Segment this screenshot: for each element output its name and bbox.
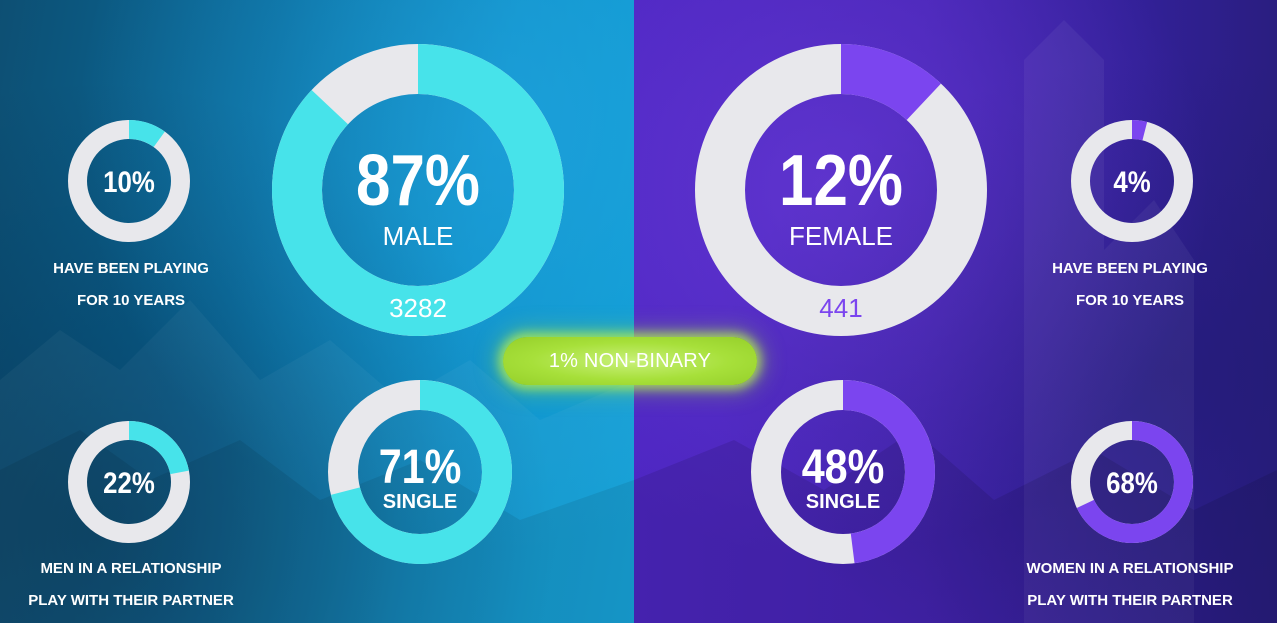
female-10-years-percent-label: 4%	[1113, 165, 1150, 198]
female-10-years-caption-2: FOR 10 YEARS	[1075, 292, 1185, 309]
female-relationship-caption-2: PLAY WITH THEIR PARTNER	[1027, 592, 1233, 609]
female-relationship-percent-label: 68%	[1106, 466, 1158, 499]
male-10-years-caption-2: FOR 10 YEARS	[76, 292, 186, 309]
female-percent-label: 12%	[779, 141, 903, 221]
male-relationship-caption-1: MEN IN A RELATIONSHIP	[40, 560, 222, 577]
male-count: 3282	[389, 293, 447, 323]
male-caption: MALE	[383, 221, 454, 251]
male-percent-label: 87%	[356, 141, 480, 221]
female-10-years-value-arc	[1132, 120, 1148, 141]
male-single-caption: SINGLE	[383, 491, 457, 513]
female-relationship-donut: 68%	[1071, 421, 1194, 543]
female-single-value-arc	[843, 380, 935, 564]
male-relationship-donut: 22%	[68, 421, 190, 543]
male-10-years-percent-label: 10%	[103, 165, 155, 198]
male-relationship-value-arc	[129, 421, 189, 475]
male-relationship-percent-label: 22%	[103, 466, 155, 499]
female-single-donut: 48%SINGLE	[751, 380, 935, 564]
female-single-caption: SINGLE	[806, 491, 880, 513]
female-10-years-donut: 4%	[1071, 120, 1193, 242]
female-single-percent-label: 48%	[802, 440, 885, 494]
male-single-percent-label: 71%	[379, 440, 462, 494]
female-value-arc	[841, 44, 941, 121]
female-relationship-value-arc	[1076, 421, 1194, 543]
female-caption: FEMALE	[789, 221, 893, 251]
female-10-years-caption-1: HAVE BEEN PLAYING	[1052, 260, 1208, 277]
female-relationship-caption-1: WOMEN IN A RELATIONSHIP	[1026, 560, 1234, 577]
female-count: 441	[819, 293, 862, 323]
male-donut: 87%MALE 3282	[272, 44, 564, 337]
male-10-years-donut: 10%	[68, 120, 190, 242]
male-10-years-caption-1: HAVE BEEN PLAYING	[53, 260, 209, 277]
male-value-arc	[272, 44, 564, 337]
male-relationship-caption-2: PLAY WITH THEIR PARTNER	[28, 592, 234, 609]
female-donut: 12%FEMALE 441	[695, 44, 987, 336]
male-single-donut: 71%SINGLE	[328, 380, 513, 564]
male-single-value-arc	[330, 380, 513, 564]
background-scenery-right	[634, 20, 1277, 623]
male-10-years-value-arc	[129, 120, 165, 148]
non-binary-badge: 1% NON-BINARY	[503, 337, 757, 385]
